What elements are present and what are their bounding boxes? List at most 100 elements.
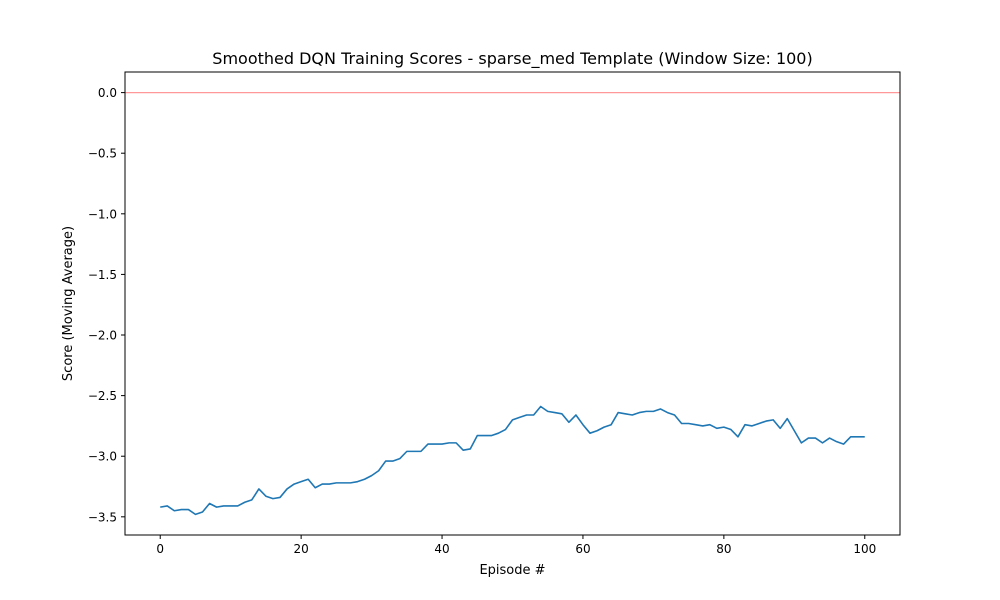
data-point — [378, 470, 380, 472]
data-point — [209, 503, 211, 505]
data-point — [392, 460, 394, 462]
x-tick-label: 0 — [156, 542, 164, 556]
y-axis-label: Score (Moving Average) — [61, 226, 76, 381]
data-point — [794, 430, 796, 432]
data-point — [505, 429, 507, 431]
data-point — [265, 495, 267, 497]
data-point — [498, 432, 500, 434]
data-point — [681, 423, 683, 425]
data-point — [413, 451, 415, 453]
data-point — [371, 475, 373, 477]
data-point — [646, 411, 648, 413]
y-tick-label: 0.0 — [98, 86, 117, 100]
data-point — [251, 499, 253, 501]
data-point — [357, 481, 359, 483]
data-point — [181, 509, 183, 511]
y-tick-label: −1.0 — [88, 207, 117, 221]
data-point — [772, 419, 774, 421]
data-point — [484, 435, 486, 437]
data-point — [385, 460, 387, 462]
y-tick-label: −0.5 — [88, 147, 117, 161]
data-point — [237, 505, 239, 507]
data-point — [448, 442, 450, 444]
data-point — [216, 506, 218, 508]
data-point — [307, 478, 309, 480]
data-point — [420, 451, 422, 453]
x-tick-label: 100 — [853, 542, 876, 556]
data-point — [202, 511, 204, 513]
data-point — [272, 498, 274, 500]
data-point — [695, 424, 697, 426]
data-point — [779, 428, 781, 430]
data-point — [195, 514, 197, 516]
data-point — [808, 437, 810, 439]
x-axis-label: Episode # — [479, 563, 545, 578]
data-point — [610, 424, 612, 426]
series-line-0 — [160, 405, 865, 516]
data-point — [815, 437, 817, 439]
data-point — [188, 509, 190, 511]
data-point — [596, 430, 598, 432]
data-point — [223, 505, 225, 507]
y-tick-label: −3.0 — [88, 450, 117, 464]
data-point — [434, 443, 436, 445]
data-point — [441, 443, 443, 445]
x-tick-label: 20 — [293, 542, 308, 556]
data-point — [730, 429, 732, 431]
data-point — [159, 506, 161, 508]
data-point — [639, 412, 641, 414]
data-point — [166, 505, 168, 507]
data-point — [533, 414, 535, 416]
data-point — [631, 414, 633, 416]
data-point — [364, 478, 366, 480]
data-point — [174, 510, 176, 512]
data-point — [279, 497, 281, 499]
x-tick-label: 60 — [575, 542, 590, 556]
data-point — [343, 482, 345, 484]
data-point — [836, 441, 838, 443]
data-point — [455, 442, 457, 444]
data-point — [575, 414, 577, 416]
data-point — [476, 435, 478, 437]
data-point — [399, 458, 401, 460]
data-point — [244, 501, 246, 503]
chart-title: Smoothed DQN Training Scores - sparse_me… — [212, 49, 812, 69]
data-point — [688, 423, 690, 425]
data-point — [709, 424, 711, 426]
x-tick-label: 80 — [716, 542, 731, 556]
data-point — [336, 482, 338, 484]
data-point — [864, 436, 866, 438]
data-point — [786, 418, 788, 420]
data-point — [230, 505, 232, 507]
data-point — [624, 413, 626, 415]
data-point — [744, 424, 746, 426]
data-point — [300, 481, 302, 483]
data-point — [702, 425, 704, 427]
data-point — [723, 426, 725, 428]
plot-area-frame — [124, 71, 901, 536]
data-point — [554, 412, 556, 414]
data-point — [469, 448, 471, 450]
data-point — [758, 423, 760, 425]
y-tick-label: −2.5 — [88, 389, 117, 403]
data-point — [540, 406, 542, 408]
data-point — [519, 417, 521, 419]
data-point — [547, 411, 549, 413]
data-point — [286, 488, 288, 490]
data-point — [350, 482, 352, 484]
data-point — [329, 483, 331, 485]
data-point — [321, 483, 323, 485]
data-point — [751, 425, 753, 427]
x-tick-label: 40 — [434, 542, 449, 556]
data-point — [427, 443, 429, 445]
data-point — [589, 432, 591, 434]
data-point — [568, 421, 570, 423]
data-point — [801, 442, 803, 444]
data-point — [406, 451, 408, 453]
data-point — [843, 443, 845, 445]
data-point — [258, 488, 260, 490]
data-point — [822, 442, 824, 444]
data-point — [603, 426, 605, 428]
